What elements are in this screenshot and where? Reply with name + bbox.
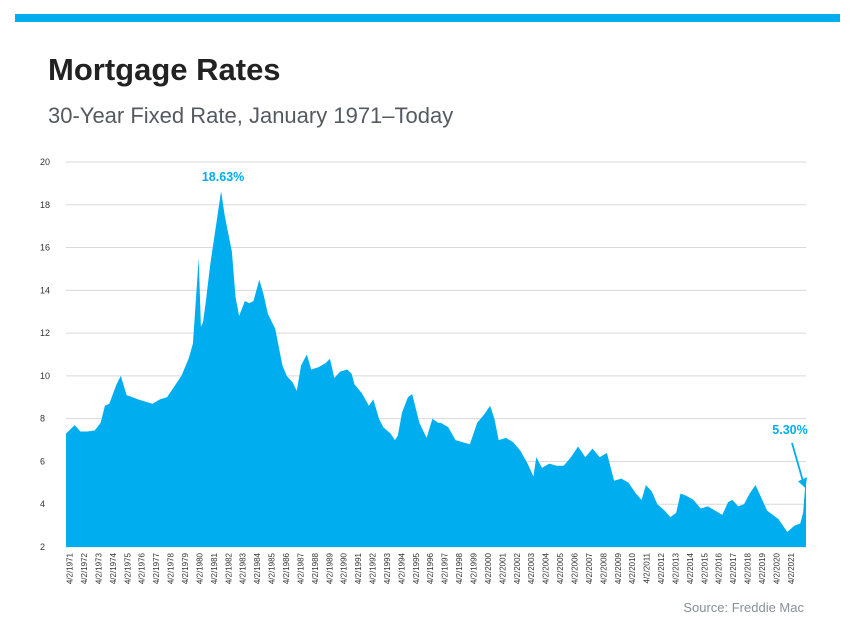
x-tick-label: 4/2/2007 — [585, 552, 594, 584]
latest-arrow-head — [798, 477, 807, 489]
x-tick-label: 4/2/2021 — [787, 552, 796, 584]
x-tick-label: 4/2/2014 — [686, 552, 695, 584]
x-tick-label: 4/2/1992 — [369, 552, 378, 584]
x-tick-label: 4/2/1977 — [152, 552, 161, 584]
x-tick-label: 4/2/1976 — [138, 552, 147, 584]
x-tick-label: 4/2/1988 — [311, 552, 320, 584]
x-tick-label: 4/2/2012 — [657, 552, 666, 584]
x-tick-label: 4/2/1995 — [412, 552, 421, 584]
y-tick-label: 6 — [40, 456, 45, 466]
x-tick-label: 4/2/2005 — [556, 552, 565, 584]
x-tick-label: 4/2/1996 — [426, 552, 435, 584]
x-tick-label: 4/2/1999 — [470, 552, 479, 584]
page-title: Mortgage Rates — [48, 52, 281, 87]
x-tick-label: 4/2/2017 — [729, 552, 738, 584]
x-tick-label: 4/2/2004 — [542, 552, 551, 584]
x-tick-label: 4/2/2016 — [715, 552, 724, 584]
y-tick-label: 4 — [40, 499, 45, 509]
x-tick-label: 4/2/2009 — [614, 552, 623, 584]
x-tick-label: 4/2/1983 — [239, 552, 248, 584]
x-tick-label: 4/2/1997 — [441, 552, 450, 584]
x-tick-label: 4/2/2018 — [744, 552, 753, 584]
x-tick-label: 4/2/1990 — [340, 552, 349, 584]
top-accent-bar — [15, 14, 840, 22]
x-tick-label: 4/2/1993 — [383, 552, 392, 584]
peak-value-label: 18.63% — [202, 170, 244, 184]
y-tick-label: 12 — [40, 328, 50, 338]
x-tick-label: 4/2/1971 — [66, 552, 75, 584]
x-axis: 4/2/1971 4/2/1972 4/2/1973 4/2/1974 4/2/1975… — [66, 552, 796, 584]
latest-value-label: 5.30% — [772, 423, 807, 437]
x-tick-label: 4/2/1991 — [354, 552, 363, 584]
x-tick-label: 4/2/2002 — [513, 552, 522, 584]
source-note: Source: Freddie Mac — [683, 600, 804, 615]
x-tick-label: 4/2/2015 — [700, 552, 709, 584]
x-tick-label: 4/2/2019 — [758, 552, 767, 584]
x-tick-label: 4/2/1986 — [282, 552, 291, 584]
y-axis: 2 4 6 8 10 12 14 16 18 20 — [40, 157, 50, 552]
x-tick-label: 4/2/1973 — [95, 552, 104, 584]
x-tick-label: 4/2/2011 — [643, 552, 652, 583]
x-tick-label: 4/2/1980 — [195, 552, 204, 584]
y-tick-label: 2 — [40, 542, 45, 552]
x-tick-label: 4/2/1981 — [210, 552, 219, 584]
x-tick-label: 4/2/2001 — [498, 552, 507, 584]
x-tick-label: 4/2/1998 — [455, 552, 464, 584]
x-tick-label: 4/2/1978 — [167, 552, 176, 584]
x-tick-label: 4/2/2013 — [672, 552, 681, 584]
x-tick-label: 4/2/1975 — [123, 552, 132, 584]
y-tick-label: 18 — [40, 200, 50, 210]
rate-area — [66, 191, 806, 548]
x-tick-label: 4/2/1979 — [181, 552, 190, 584]
x-tick-label: 4/2/1985 — [268, 552, 277, 584]
y-tick-label: 20 — [40, 157, 50, 167]
y-tick-label: 10 — [40, 371, 50, 381]
x-tick-label: 4/2/2000 — [484, 552, 493, 584]
page-subtitle: 30-Year Fixed Rate, January 1971–Today — [48, 103, 454, 128]
x-tick-label: 4/2/2010 — [628, 552, 637, 584]
x-tick-label: 4/2/1982 — [224, 552, 233, 584]
y-tick-label: 16 — [40, 243, 50, 253]
x-tick-label: 4/2/2003 — [527, 552, 536, 584]
x-tick-label: 4/2/1987 — [296, 552, 305, 584]
latest-arrow-line — [791, 442, 804, 482]
annotations: 18.63% 5.30% — [202, 170, 808, 489]
x-tick-label: 4/2/2006 — [571, 552, 580, 584]
x-tick-label: 4/2/1972 — [80, 552, 89, 584]
x-tick-label: 4/2/2008 — [599, 552, 608, 584]
x-tick-label: 4/2/1974 — [109, 552, 118, 584]
y-tick-label: 8 — [40, 414, 45, 424]
x-tick-label: 4/2/1994 — [397, 552, 406, 584]
x-tick-label: 4/2/1989 — [325, 552, 334, 584]
y-tick-label: 14 — [40, 285, 50, 295]
x-tick-label: 4/2/2020 — [772, 552, 781, 584]
x-tick-label: 4/2/1984 — [253, 552, 262, 584]
